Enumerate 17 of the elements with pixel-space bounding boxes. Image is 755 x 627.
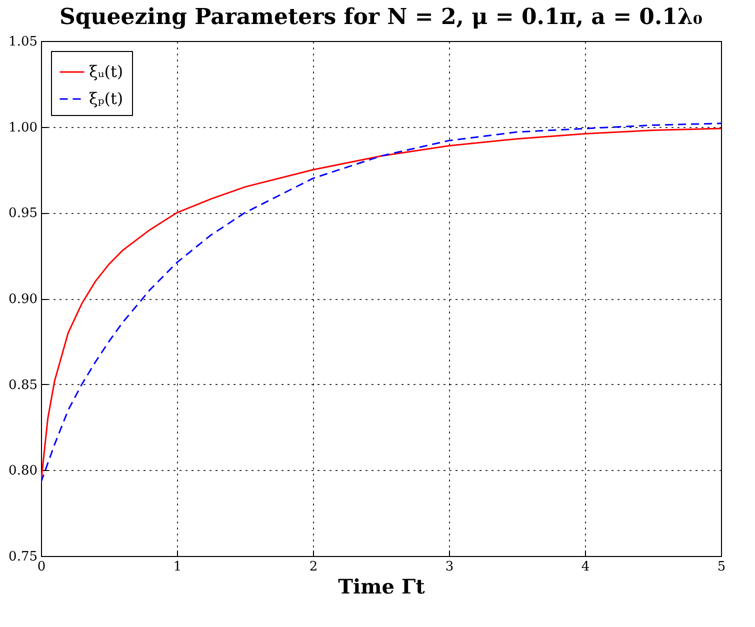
x-tick-label: 0: [37, 560, 46, 574]
legend-label: ξᵤ(t): [89, 62, 124, 81]
y-tick-label: 0.75: [8, 550, 38, 564]
y-tick-label: 1.05: [8, 34, 38, 50]
x-tick-label: 3: [445, 560, 454, 574]
x-tick-label: 2: [309, 560, 318, 574]
y-tick-label: 1.00: [8, 120, 38, 136]
y-tick-label: 0.80: [8, 464, 38, 479]
x-tick-label: 4: [581, 560, 590, 574]
y-tick-label: 0.95: [8, 206, 38, 222]
x-tick-label: 5: [717, 560, 726, 574]
y-tick-label: 0.90: [8, 292, 38, 307]
x-axis-title: Time Γt: [338, 574, 426, 598]
x-tick-label: 1: [173, 560, 182, 574]
legend-label: ξₚ(t): [89, 89, 124, 108]
chart-title: Squeezing Parameters for N = 2, μ = 0.1π, a = 0.1λ₀: [59, 4, 703, 30]
y-tick-label: 0.85: [8, 378, 38, 393]
